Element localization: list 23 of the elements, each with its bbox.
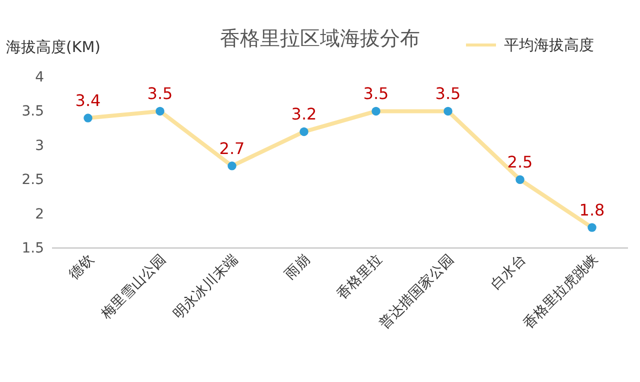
x-tick-label: 明永冰川末端 <box>170 252 242 322</box>
data-label: 3.5 <box>147 84 173 104</box>
data-label: 3.5 <box>435 84 461 104</box>
y-tick-label: 2.5 <box>22 172 44 188</box>
x-tick-label: 白水台 <box>488 252 530 293</box>
x-tick-label: 德钦 <box>66 252 98 283</box>
x-tick-label: 香格里拉 <box>334 252 386 303</box>
data-label: 3.5 <box>363 84 389 104</box>
y-tick-label: 1.5 <box>22 240 44 256</box>
chart-title: 香格里拉区域海拔分布 <box>220 26 420 50</box>
y-axis-title: 海拔高度(KM) <box>6 38 100 56</box>
data-label: 1.8 <box>579 200 605 220</box>
legend-label: 平均海拔高度 <box>504 36 594 54</box>
x-tick-label: 雨崩 <box>282 252 314 283</box>
data-label: 3.2 <box>291 104 317 124</box>
y-tick-label: 4 <box>35 69 44 86</box>
x-tick-label: 梅里雪山公园 <box>98 252 170 324</box>
data-label: 2.5 <box>507 152 533 172</box>
data-label: 3.4 <box>75 91 101 110</box>
y-tick-label: 3 <box>35 138 44 154</box>
y-tick-label: 3.5 <box>22 104 44 120</box>
y-tick-label: 2 <box>35 206 44 222</box>
data-label: 2.7 <box>219 138 245 158</box>
